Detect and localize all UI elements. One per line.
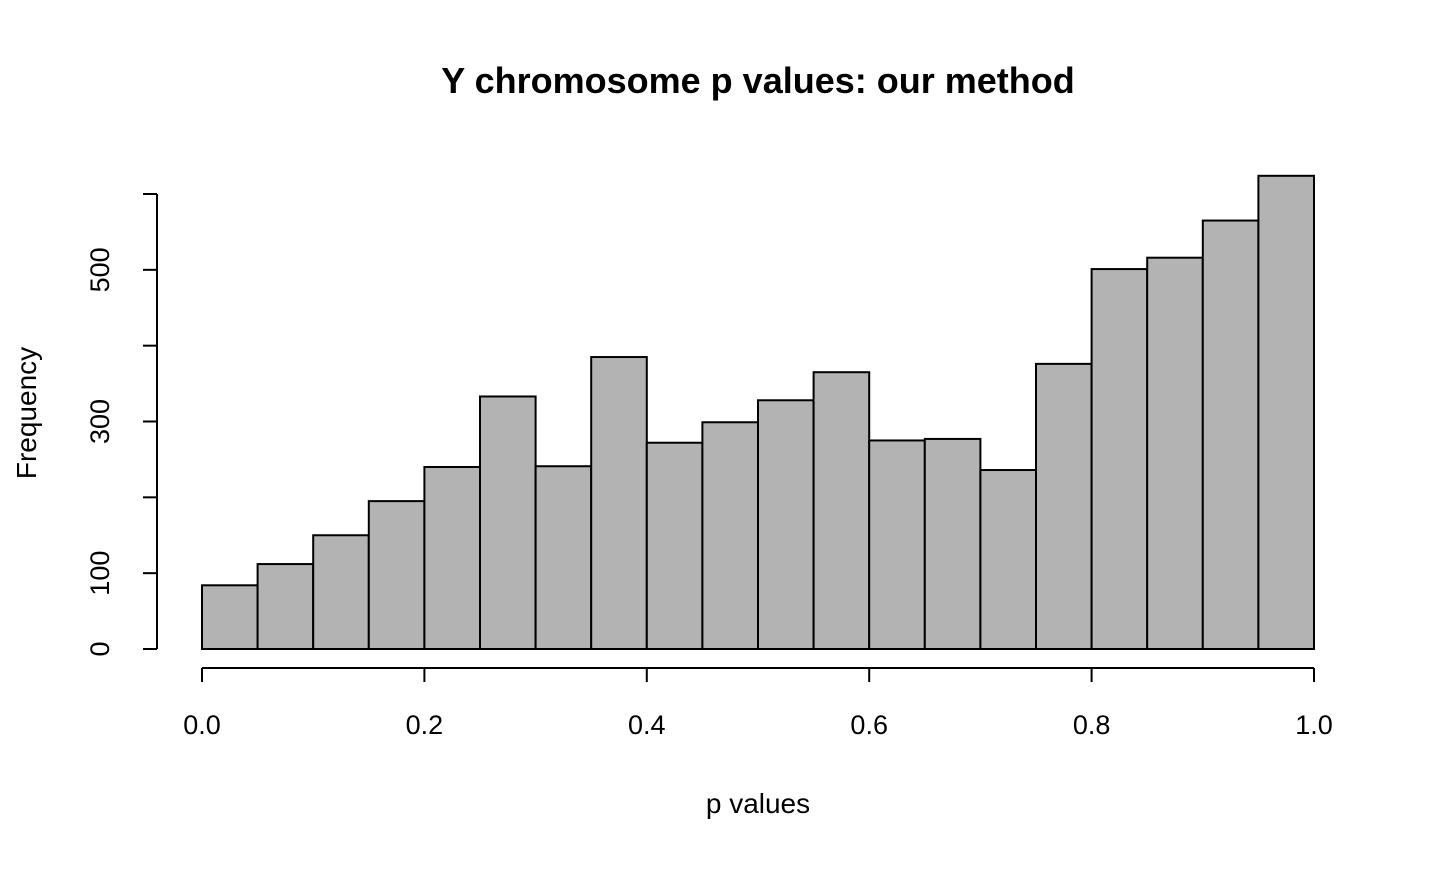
histogram-bar xyxy=(201,584,259,650)
x-axis-label: p values xyxy=(706,788,810,819)
histogram-bar xyxy=(645,441,704,650)
histogram-bar xyxy=(757,399,815,650)
histogram-bar xyxy=(1257,174,1316,651)
y-tick-label: 500 xyxy=(85,247,115,292)
histogram-bar xyxy=(1035,362,1093,650)
histogram-bar xyxy=(923,437,982,651)
x-tick-label: 1.0 xyxy=(1295,710,1333,740)
histogram-bar xyxy=(590,356,648,650)
histogram-bar xyxy=(1146,256,1204,650)
x-tick-label: 0.0 xyxy=(183,710,221,740)
histogram-bar xyxy=(1090,268,1149,650)
histogram-bar xyxy=(423,466,481,650)
histogram-bar xyxy=(367,500,426,650)
chart-title: Y chromosome p values: our method xyxy=(441,60,1074,101)
histogram-bar xyxy=(1201,219,1260,651)
x-tick-label: 0.4 xyxy=(628,710,666,740)
x-tick-label: 0.2 xyxy=(406,710,444,740)
histogram-bar xyxy=(812,371,871,650)
histogram-bar xyxy=(256,563,315,650)
y-axis-label: Frequency xyxy=(11,347,42,479)
histogram-bar xyxy=(312,534,370,650)
histogram-bar xyxy=(534,465,593,650)
x-axis: 0.0 0.2 0.4 0.6 0.8 1.0 xyxy=(183,667,1333,740)
y-axis: 0 100 300 500 xyxy=(85,193,158,657)
y-tick-label: 300 xyxy=(85,399,115,444)
bars-layer xyxy=(201,174,1316,651)
histogram-bar xyxy=(479,395,537,650)
x-tick-label: 0.6 xyxy=(850,710,888,740)
histogram-bar xyxy=(979,469,1038,650)
x-tick-label: 0.8 xyxy=(1073,710,1111,740)
y-tick-label: 0 xyxy=(85,641,115,656)
histogram-bar xyxy=(868,439,926,651)
y-tick-label: 100 xyxy=(85,551,115,596)
histogram-bar xyxy=(701,421,760,650)
